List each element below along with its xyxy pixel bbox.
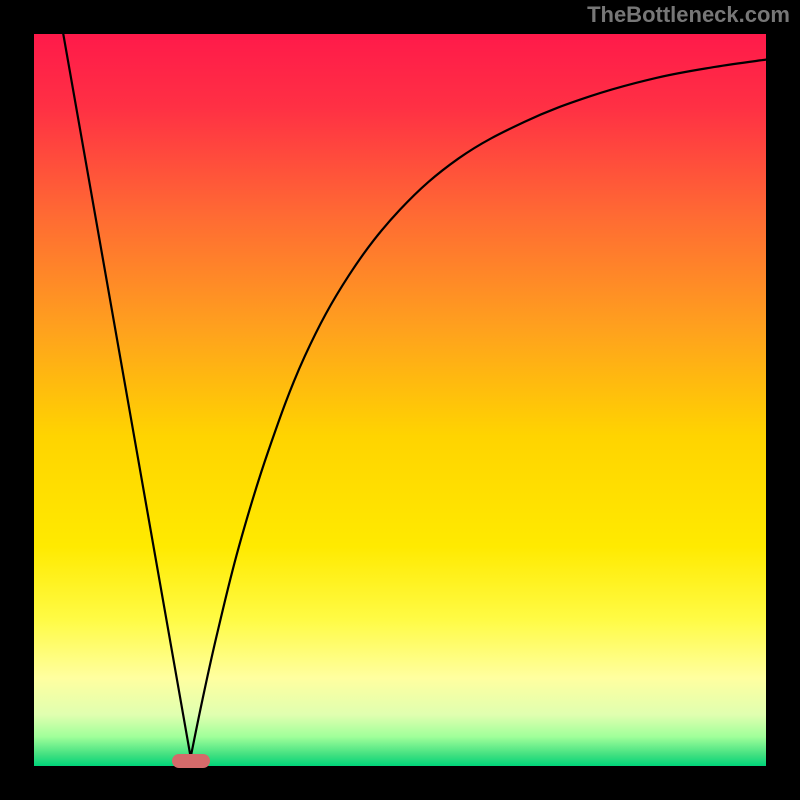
plot-area <box>34 34 766 766</box>
optimal-point-marker <box>172 754 210 768</box>
chart-frame: TheBottleneck.com <box>0 0 800 800</box>
bottleneck-curve <box>34 34 766 766</box>
watermark-text: TheBottleneck.com <box>587 2 790 28</box>
